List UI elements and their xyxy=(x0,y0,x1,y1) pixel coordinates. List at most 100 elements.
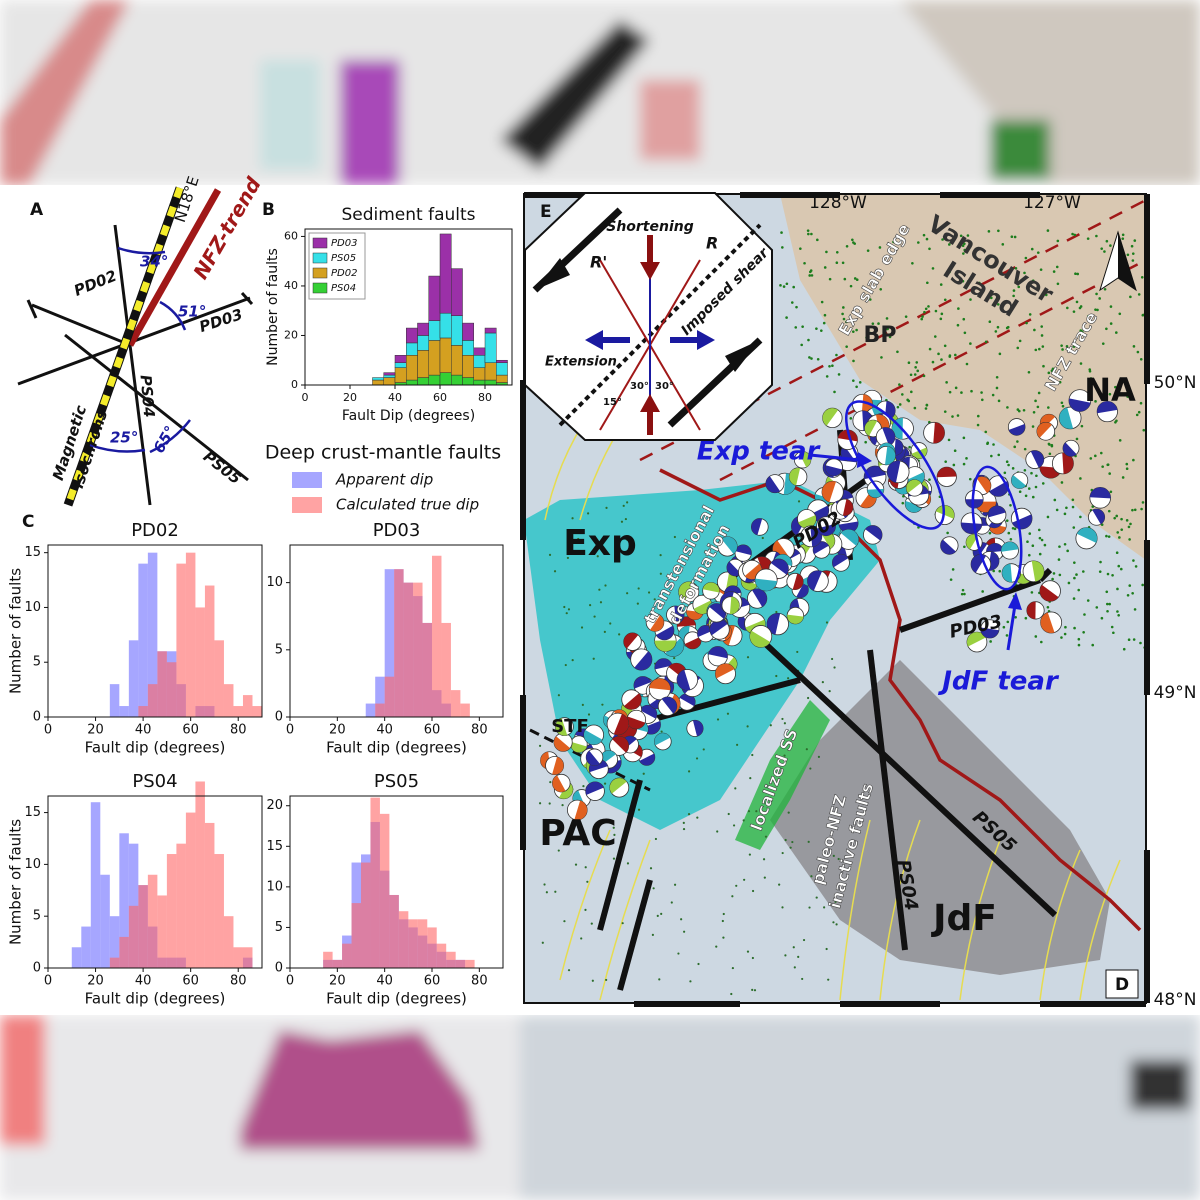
epicenter xyxy=(965,362,969,366)
bar xyxy=(432,555,442,717)
focal-mechanism xyxy=(634,651,652,671)
epicenter xyxy=(998,352,1002,356)
focal-mechanism xyxy=(989,481,1009,497)
epicenter xyxy=(976,414,980,418)
epicenter xyxy=(541,941,544,944)
epicenter xyxy=(1105,327,1108,331)
x-tick-label: 60 xyxy=(182,974,199,989)
shape xyxy=(0,0,130,185)
epicenter xyxy=(1132,638,1136,641)
epicenter xyxy=(898,403,902,406)
epicenter xyxy=(1006,325,1010,329)
epicenter xyxy=(1037,391,1041,395)
arrow xyxy=(1008,592,1022,610)
bar xyxy=(383,377,396,386)
epicenter xyxy=(787,677,790,680)
focal-mechanism xyxy=(822,408,839,426)
epicenter xyxy=(858,381,862,384)
shape xyxy=(1144,194,1150,384)
focal-mechanism xyxy=(751,518,763,535)
epicenter xyxy=(1031,544,1035,548)
epicenter xyxy=(1039,268,1043,271)
plot-frame xyxy=(47,795,263,969)
epicenter xyxy=(1095,234,1098,238)
epicenter xyxy=(845,320,848,324)
bar xyxy=(413,582,423,717)
epicenter xyxy=(1036,405,1040,409)
inset xyxy=(524,192,773,441)
epicenter xyxy=(1031,279,1035,282)
focal-mechanism xyxy=(832,554,849,568)
bar xyxy=(484,332,497,363)
epicenter xyxy=(751,889,755,893)
epicenter xyxy=(561,804,564,807)
shape xyxy=(1144,540,1150,695)
focal-mechanism xyxy=(894,439,904,456)
y-tick-label: 20 xyxy=(284,328,298,341)
epicenter xyxy=(823,906,826,909)
epicenter xyxy=(1117,564,1121,568)
bar xyxy=(406,379,418,386)
bar xyxy=(417,335,429,351)
epicenter xyxy=(1066,306,1069,310)
shape xyxy=(737,617,1058,918)
shape xyxy=(524,192,634,198)
focal-mechanism xyxy=(1062,442,1077,457)
focal-mechanism xyxy=(661,697,677,714)
epicenter xyxy=(659,554,662,557)
y-tick-label: 5 xyxy=(33,909,41,924)
epicenter xyxy=(1027,487,1031,490)
epicenter xyxy=(987,230,991,233)
x-tick-label: 0 xyxy=(286,723,294,738)
epicenter xyxy=(1120,393,1124,397)
bar xyxy=(473,355,486,368)
epicenter xyxy=(807,840,810,843)
epicenter xyxy=(960,592,964,596)
bar xyxy=(462,340,474,356)
epicenter xyxy=(990,296,993,300)
bar xyxy=(462,322,474,341)
epicenter xyxy=(751,753,754,757)
shape xyxy=(617,879,653,991)
epicenter xyxy=(1077,588,1081,592)
epicenter xyxy=(652,887,655,890)
epicenter xyxy=(855,385,858,389)
epicenter xyxy=(1003,471,1007,475)
epicenter xyxy=(815,327,818,330)
legend-swatch xyxy=(312,252,328,264)
epicenter xyxy=(1131,252,1135,256)
epicenter xyxy=(1059,357,1063,361)
focal-mechanism xyxy=(649,678,671,691)
epicenter xyxy=(801,977,804,981)
bar xyxy=(398,911,409,968)
epicenter xyxy=(1117,613,1120,617)
legend-swatch xyxy=(292,497,322,513)
shape xyxy=(867,649,908,951)
bar xyxy=(361,862,371,968)
focal-mechanism xyxy=(1040,612,1055,634)
epicenter xyxy=(1094,454,1097,458)
epicenter xyxy=(915,361,919,364)
epicenter xyxy=(716,718,720,721)
epicenter xyxy=(621,922,624,925)
epicenter xyxy=(944,460,947,463)
bar xyxy=(406,355,418,381)
bar xyxy=(460,703,470,717)
epicenter xyxy=(543,883,546,886)
epicenter xyxy=(695,757,699,760)
focal-mechanism xyxy=(553,736,571,752)
nfz-trend-line xyxy=(126,188,222,347)
epicenter xyxy=(963,242,966,246)
focal-mechanism xyxy=(574,800,588,820)
y-tick-label: 5 xyxy=(33,655,41,670)
bar xyxy=(462,377,474,386)
epicenter xyxy=(833,666,836,669)
bar xyxy=(428,275,441,321)
epicenter xyxy=(1118,312,1122,316)
epicenter xyxy=(948,390,952,394)
focal-mechanism xyxy=(613,713,629,735)
epicenter xyxy=(571,517,574,520)
epicenter xyxy=(1073,576,1076,580)
epicenter xyxy=(809,767,812,770)
epicenter xyxy=(1073,233,1077,237)
